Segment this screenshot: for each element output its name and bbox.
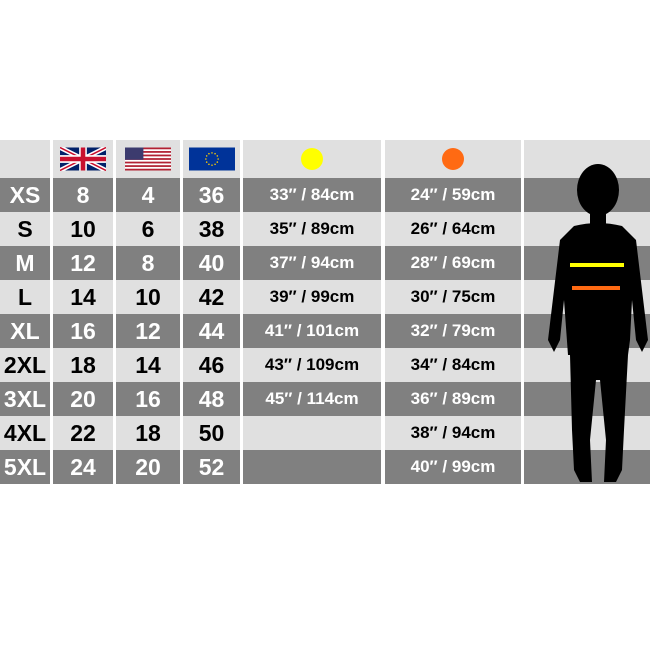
us-cell: 6	[116, 212, 180, 246]
bust-cell: 43″ / 109cm	[243, 348, 381, 382]
eu-cell: 36	[183, 178, 240, 212]
bust-cell: 37″ / 94cm	[243, 246, 381, 280]
woman-silhouette-icon	[548, 164, 648, 482]
waist-cell: 38″ / 94cm	[385, 416, 521, 450]
uk-flag-icon	[60, 147, 106, 171]
bust-cell	[243, 450, 381, 484]
uk-cell: 22	[53, 416, 113, 450]
uk-cell: 14	[53, 280, 113, 314]
uk-column: 8 10 12 14 16 18 20 22 24	[53, 140, 113, 484]
waist-marker-icon	[442, 148, 464, 170]
waist-cell: 28″ / 69cm	[385, 246, 521, 280]
uk-cell: 10	[53, 212, 113, 246]
size-column: XS S M L XL 2XL 3XL 4XL 5XL	[0, 140, 50, 484]
eu-cell: 42	[183, 280, 240, 314]
us-cell: 10	[116, 280, 180, 314]
size-cell: 2XL	[0, 348, 50, 382]
us-cell: 12	[116, 314, 180, 348]
bust-line	[570, 263, 624, 267]
bust-cell	[243, 416, 381, 450]
size-cell: XS	[0, 178, 50, 212]
size-cell: XL	[0, 314, 50, 348]
size-cell: 5XL	[0, 450, 50, 484]
uk-cell: 20	[53, 382, 113, 416]
waist-column: 24″ / 59cm 26″ / 64cm 28″ / 69cm 30″ / 75cm…	[385, 140, 521, 484]
header-cell	[243, 140, 381, 178]
eu-cell: 50	[183, 416, 240, 450]
eu-cell: 46	[183, 348, 240, 382]
uk-cell: 8	[53, 178, 113, 212]
bust-cell: 39″ / 99cm	[243, 280, 381, 314]
us-cell: 8	[116, 246, 180, 280]
header-cell	[53, 140, 113, 178]
waist-cell: 30″ / 75cm	[385, 280, 521, 314]
us-column: 4 6 8 10 12 14 16 18 20	[116, 140, 180, 484]
eu-flag-icon	[188, 147, 235, 171]
size-cell: 4XL	[0, 416, 50, 450]
us-cell: 4	[116, 178, 180, 212]
bust-cell: 35″ / 89cm	[243, 212, 381, 246]
uk-cell: 16	[53, 314, 113, 348]
us-cell: 16	[116, 382, 180, 416]
waist-cell: 40″ / 99cm	[385, 450, 521, 484]
uk-cell: 12	[53, 246, 113, 280]
waist-cell: 34″ / 84cm	[385, 348, 521, 382]
bust-cell: 45″ / 114cm	[243, 382, 381, 416]
bust-cell: 33″ / 84cm	[243, 178, 381, 212]
us-flag-icon	[125, 147, 171, 171]
header-cell	[385, 140, 521, 178]
header-cell	[0, 140, 50, 178]
waist-line	[572, 286, 620, 290]
us-cell: 14	[116, 348, 180, 382]
eu-cell: 40	[183, 246, 240, 280]
eu-cell: 38	[183, 212, 240, 246]
uk-cell: 18	[53, 348, 113, 382]
header-cell	[116, 140, 180, 178]
bust-marker-icon	[301, 148, 323, 170]
waist-cell: 24″ / 59cm	[385, 178, 521, 212]
bust-cell: 41″ / 101cm	[243, 314, 381, 348]
waist-cell: 26″ / 64cm	[385, 212, 521, 246]
eu-cell: 44	[183, 314, 240, 348]
waist-cell: 32″ / 79cm	[385, 314, 521, 348]
size-cell: M	[0, 246, 50, 280]
size-cell: 3XL	[0, 382, 50, 416]
us-cell: 20	[116, 450, 180, 484]
eu-cell: 52	[183, 450, 240, 484]
uk-cell: 24	[53, 450, 113, 484]
figure-column	[524, 140, 650, 484]
header-cell	[183, 140, 240, 178]
eu-cell: 48	[183, 382, 240, 416]
eu-column: 36 38 40 42 44 46 48 50 52	[183, 140, 240, 484]
us-cell: 18	[116, 416, 180, 450]
size-cell: L	[0, 280, 50, 314]
waist-cell: 36″ / 89cm	[385, 382, 521, 416]
bust-column: 33″ / 84cm 35″ / 89cm 37″ / 94cm 39″ / 99cm…	[243, 140, 381, 484]
size-cell: S	[0, 212, 50, 246]
